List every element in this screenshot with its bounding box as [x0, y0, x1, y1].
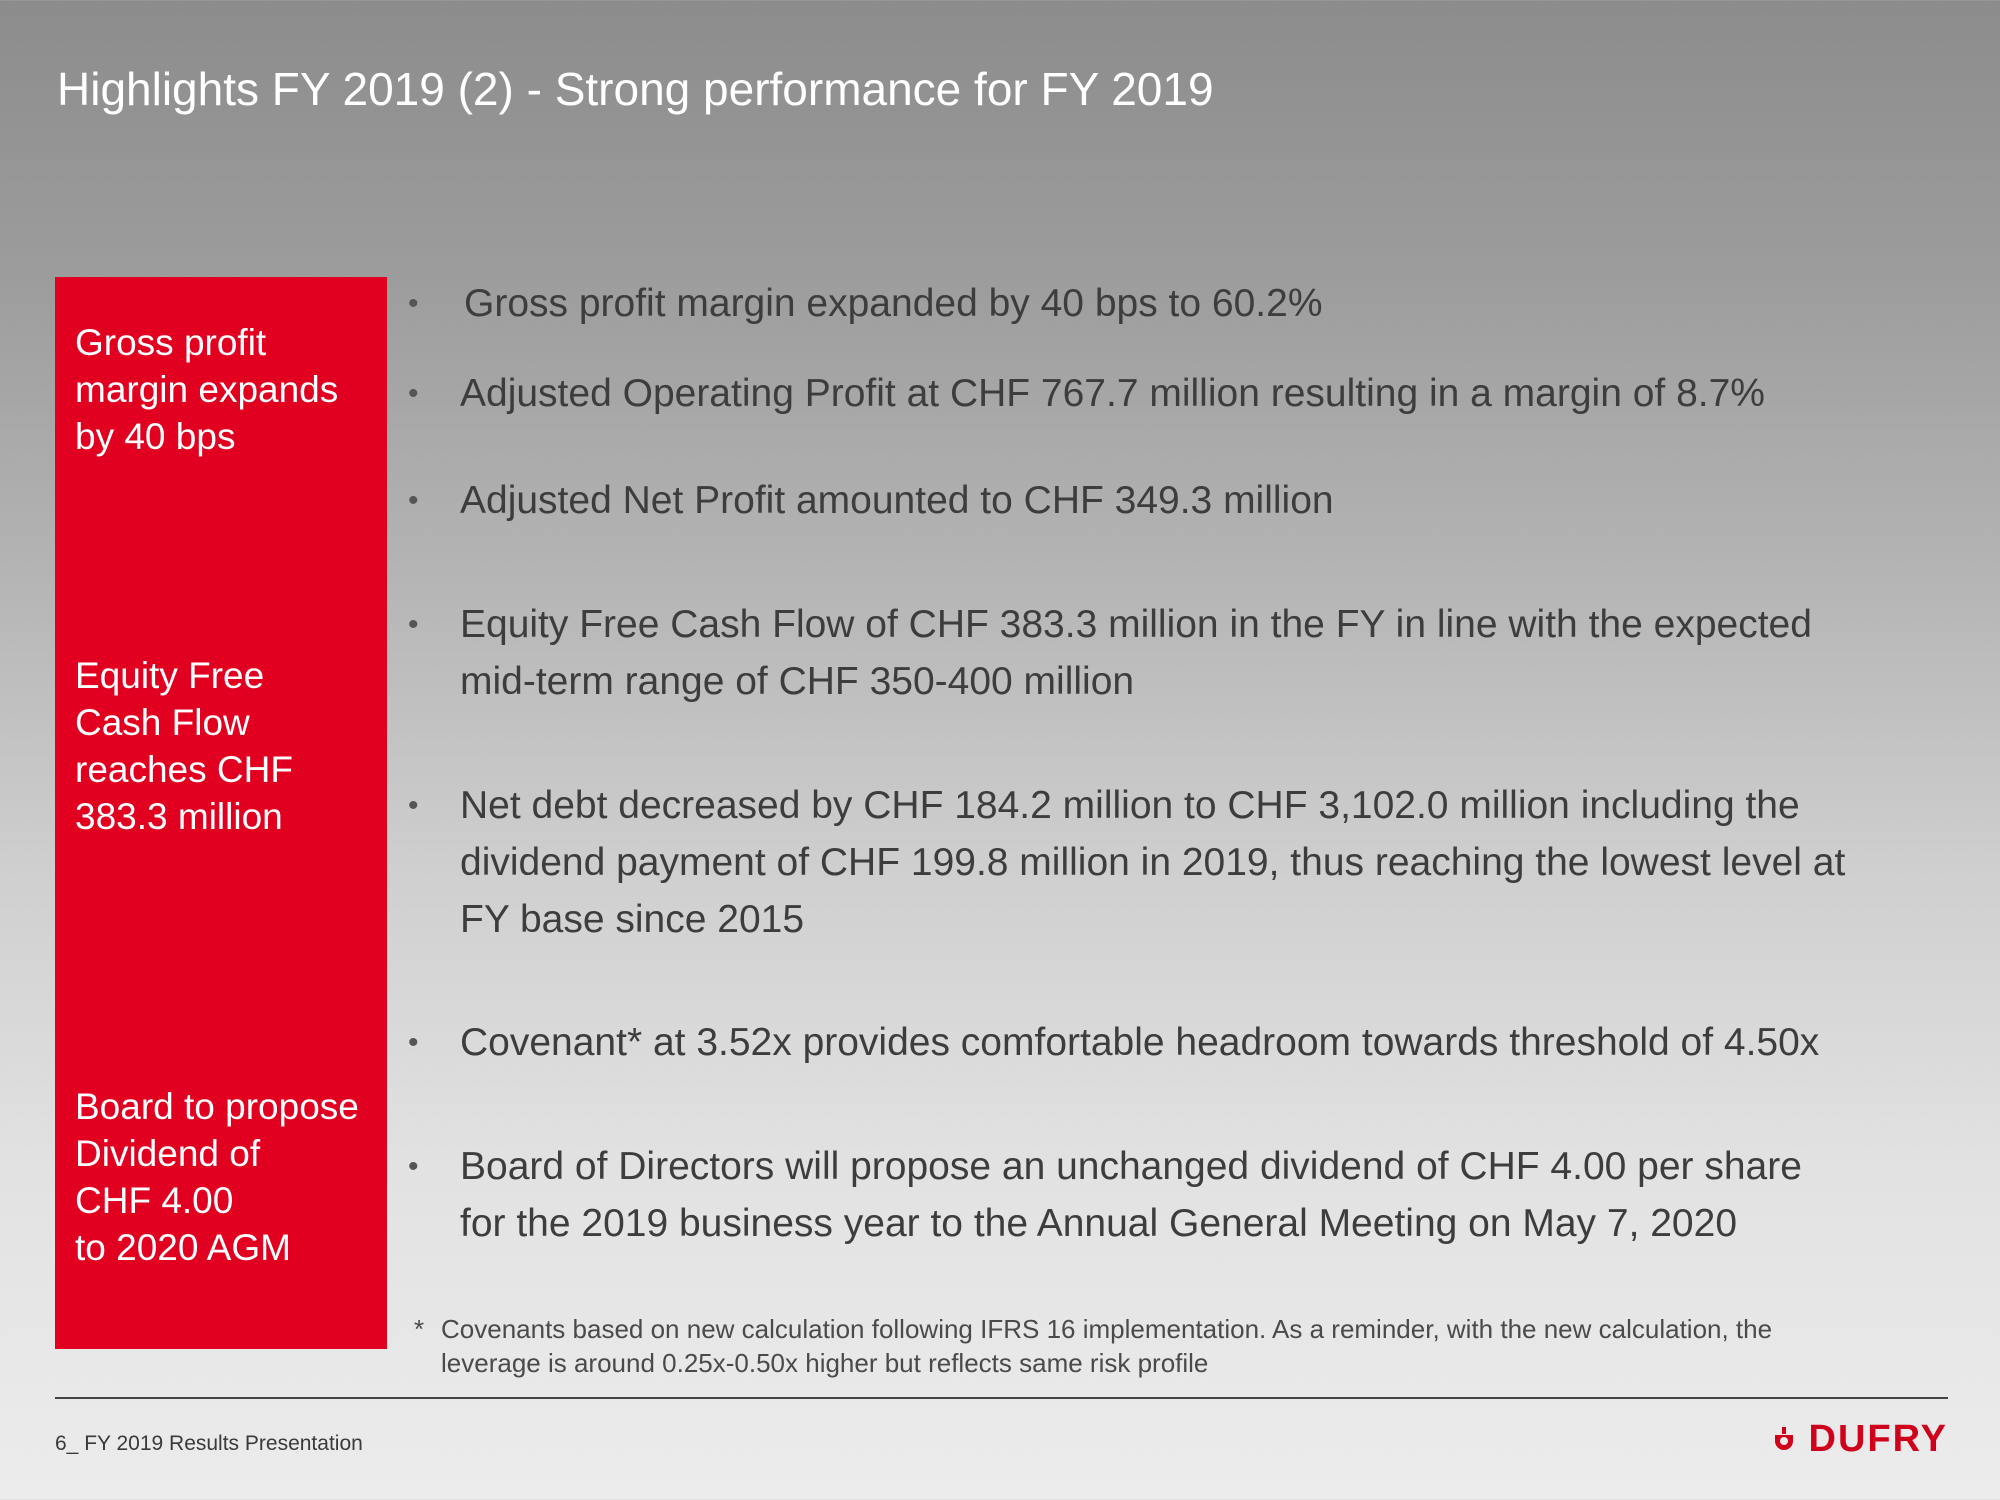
bullet-line: dividend payment of CHF 199.8 million in…: [460, 841, 1846, 884]
dufry-logo: DUFRY: [1771, 1418, 1948, 1461]
summary-line: 383.3 million: [75, 796, 283, 837]
bullet-line: Gross profit margin expanded by 40 bps t…: [464, 282, 1323, 325]
summary-line: Gross profit: [75, 322, 267, 363]
footnote-line: Covenants based on new calculation follo…: [441, 1314, 1773, 1344]
bullet-line: for the 2019 business year to the Annual…: [460, 1202, 1738, 1245]
summary-panel: Gross profit margin expands by 40 bps Eq…: [55, 277, 387, 1349]
bullet-dot: •: [408, 1150, 419, 1183]
page-title: Highlights FY 2019 (2) - Strong performa…: [57, 63, 1214, 115]
bullet-line: FY base since 2015: [460, 898, 805, 941]
summary-free-cash-flow: Equity Free Cash Flow reaches CHF 383.3 …: [75, 652, 385, 840]
summary-line: Equity Free: [75, 655, 265, 696]
summary-line: CHF 4.00: [75, 1180, 234, 1221]
summary-line: to 2020 AGM: [75, 1227, 291, 1268]
bullet-line: Covenant* at 3.52x provides comfortable …: [460, 1021, 1820, 1064]
bullet-line: Adjusted Net Profit amounted to CHF 349.…: [460, 479, 1334, 522]
bullet-line: Adjusted Operating Profit at CHF 767.7 m…: [460, 372, 1765, 415]
summary-dividend: Board to propose Dividend of CHF 4.00 to…: [75, 1083, 385, 1271]
bullet-dot: •: [408, 1026, 419, 1059]
bullet-dot: •: [408, 377, 419, 410]
bullet-dot: •: [408, 484, 419, 517]
bullet-line: Board of Directors will propose an uncha…: [460, 1145, 1802, 1188]
page-number-label: 6_ FY 2019 Results Presentation: [55, 1432, 363, 1455]
bullet-dot: •: [408, 789, 419, 822]
logo-wordmark: DUFRY: [1808, 1418, 1948, 1460]
footer-divider: [55, 1397, 1948, 1399]
summary-line: reaches CHF: [75, 749, 293, 790]
bullet-line: mid-term range of CHF 350-400 million: [460, 660, 1135, 703]
dufry-logo-icon: [1774, 1426, 1793, 1450]
bullet-dot: •: [408, 608, 419, 641]
bullet-dot: •: [408, 287, 419, 320]
summary-line: Board to propose: [75, 1086, 359, 1127]
summary-line: Dividend of: [75, 1133, 261, 1174]
bullet-line: Net debt decreased by CHF 184.2 million …: [460, 784, 1800, 827]
bullet-line: Equity Free Cash Flow of CHF 383.3 milli…: [460, 603, 1812, 646]
summary-line: margin expands: [75, 369, 339, 410]
summary-line: Cash Flow: [75, 702, 250, 743]
footnote-line: leverage is around 0.25x-0.50x higher bu…: [441, 1348, 1209, 1378]
summary-line: by 40 bps: [75, 416, 236, 457]
footnote-marker: *: [414, 1314, 425, 1344]
summary-gross-profit: Gross profit margin expands by 40 bps: [75, 319, 385, 460]
